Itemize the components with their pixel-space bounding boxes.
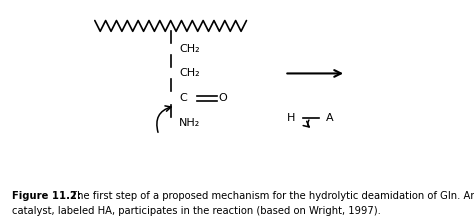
Text: CH₂: CH₂ <box>179 44 200 54</box>
Text: A: A <box>326 113 333 123</box>
Text: Figure 11.2:: Figure 11.2: <box>12 191 81 201</box>
Text: C: C <box>179 93 187 103</box>
Text: NH₂: NH₂ <box>179 118 201 128</box>
Text: The first step of a proposed mechanism for the hydrolytic deamidation of Gln. An: The first step of a proposed mechanism f… <box>68 191 474 201</box>
Text: H: H <box>287 113 296 123</box>
Text: O: O <box>218 93 227 103</box>
Text: CH₂: CH₂ <box>179 68 200 78</box>
Text: catalyst, labeled HA, participates in the reaction (based on Wright, 1997).: catalyst, labeled HA, participates in th… <box>12 206 381 216</box>
